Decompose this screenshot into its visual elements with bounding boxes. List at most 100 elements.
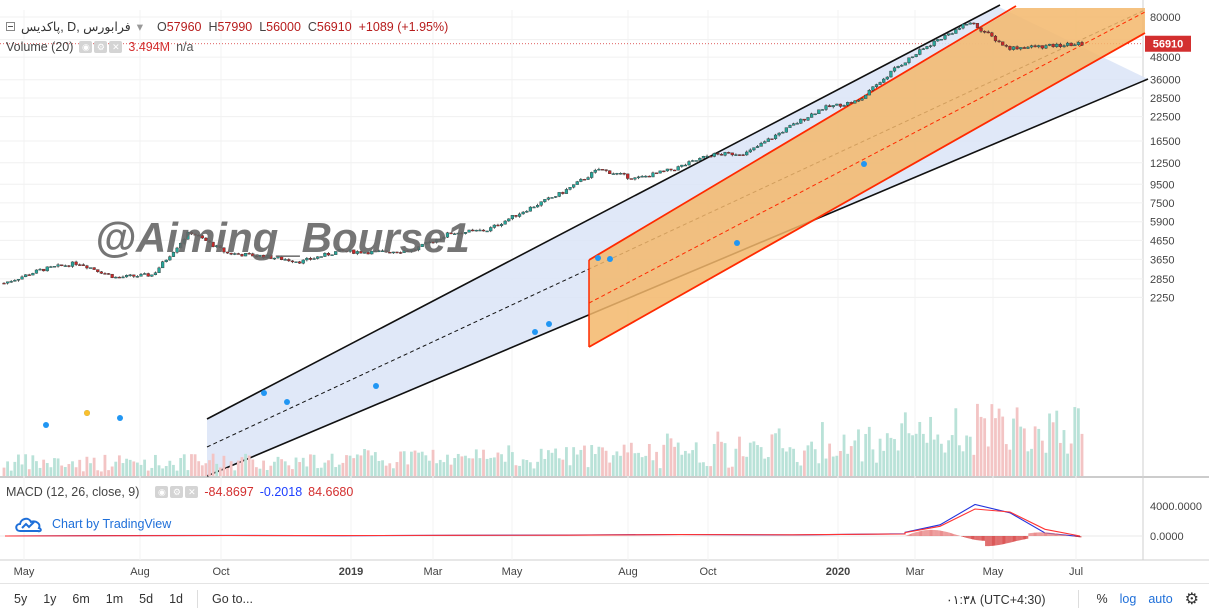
volume-bar — [45, 463, 49, 476]
candle-body — [950, 33, 954, 35]
symbol-title[interactable]: پاکدیس, D, فرابورس — [21, 20, 131, 34]
candle-body — [438, 238, 442, 241]
clock-text[interactable]: ۰۱:۳۸ (UTC+4:30) — [946, 592, 1046, 607]
volume-name: Volume (20) — [6, 40, 74, 54]
candle-body — [182, 238, 186, 244]
volume-bar — [961, 451, 965, 476]
candle-body — [831, 105, 835, 108]
volume-bar — [442, 462, 446, 476]
candle-body — [1037, 45, 1041, 48]
timeframe-5d[interactable]: 5d — [139, 592, 154, 606]
volume-bar — [1033, 426, 1037, 476]
goto-button[interactable]: Go to... — [211, 592, 253, 606]
timeframe-6m[interactable]: 6m — [72, 592, 90, 606]
volume-bar — [795, 461, 799, 476]
volume-bar — [781, 448, 785, 476]
volume-bar — [312, 454, 316, 476]
volume-bar — [366, 450, 370, 476]
volume-bar — [958, 445, 961, 476]
settings-icon[interactable]: ⚙ — [94, 41, 108, 53]
gear-icon[interactable]: ⚙ — [1184, 591, 1199, 608]
candle-body — [669, 168, 673, 171]
volume-bar — [6, 461, 10, 476]
volume-bar — [291, 469, 294, 476]
candle-body — [752, 147, 756, 151]
volume-bar — [947, 440, 951, 476]
eye-icon[interactable]: ◉ — [79, 41, 93, 53]
timeframe-1y[interactable]: 1y — [43, 592, 57, 606]
settings-icon[interactable]: ⚙ — [170, 486, 184, 498]
candle-body — [265, 254, 269, 259]
timeframe-5y[interactable]: 5y — [14, 592, 28, 606]
volume-bar — [676, 442, 680, 476]
volume-bar — [1048, 413, 1051, 476]
candle-body — [377, 250, 381, 252]
candle-body — [687, 161, 691, 166]
close-icon[interactable]: ✕ — [109, 41, 123, 53]
candle-body — [820, 109, 825, 111]
volume-bar — [96, 470, 100, 476]
volume-bar — [712, 443, 716, 476]
candle-body — [269, 254, 273, 259]
candle-body — [968, 22, 972, 25]
dropdown-icon[interactable]: ▾ — [136, 20, 143, 34]
volume-bar — [882, 450, 886, 476]
timeframe-1m[interactable]: 1m — [105, 592, 124, 606]
volume-bar — [485, 458, 489, 476]
volume-bar — [258, 468, 262, 476]
collapse-icon[interactable] — [6, 22, 15, 31]
candle-body — [197, 235, 201, 237]
candle-body — [824, 105, 828, 110]
volume-bar — [539, 448, 543, 476]
candle-body — [993, 35, 998, 42]
percent-toggle[interactable]: % — [1096, 592, 1108, 606]
volume-bar — [619, 455, 622, 476]
volume-bar — [348, 455, 352, 476]
candle-body — [298, 261, 302, 264]
log-toggle[interactable]: log — [1119, 592, 1137, 606]
volume-bar — [626, 452, 630, 476]
volume-bar — [222, 455, 226, 476]
candle-body — [60, 264, 64, 266]
candle-body — [261, 254, 266, 259]
volume-bar — [723, 443, 727, 476]
candle-body — [435, 239, 439, 243]
volume-bar — [860, 461, 864, 476]
volume-bar — [236, 460, 240, 476]
volume-bar — [9, 470, 13, 476]
close-icon[interactable]: ✕ — [185, 486, 199, 498]
candle-body — [1051, 43, 1055, 47]
volume-bar — [550, 452, 554, 476]
price-tick-label: 4650 — [1150, 235, 1174, 247]
volume-bar — [157, 465, 161, 476]
candle-body — [117, 276, 121, 279]
volume-bar — [702, 462, 705, 476]
volume-bar — [986, 446, 990, 476]
candle-body — [514, 215, 518, 217]
volume-bar — [810, 441, 813, 476]
tradingview-logo[interactable]: Chart by TradingView — [14, 514, 171, 534]
candle-body — [326, 253, 331, 256]
volume-bar — [1037, 428, 1041, 476]
volume-bar — [1015, 407, 1019, 476]
candle-body — [802, 118, 806, 121]
timeframe-1d[interactable]: 1d — [169, 592, 183, 606]
candle-body — [193, 233, 197, 236]
candle-body — [254, 255, 258, 258]
volume-bar — [99, 471, 103, 476]
candle-body — [658, 170, 662, 174]
event-dot — [284, 399, 290, 405]
candle-body — [932, 40, 936, 46]
auto-toggle[interactable]: auto — [1148, 592, 1173, 606]
candle-body — [200, 235, 204, 239]
candle-body — [276, 256, 280, 259]
candle-body — [633, 177, 637, 180]
eye-icon[interactable]: ◉ — [155, 486, 169, 498]
candle-body — [45, 266, 49, 272]
volume-bar — [200, 465, 204, 476]
volume-bar — [864, 433, 868, 476]
candle-body — [597, 169, 601, 171]
candle-body — [936, 39, 940, 42]
volume-bar — [352, 458, 356, 476]
